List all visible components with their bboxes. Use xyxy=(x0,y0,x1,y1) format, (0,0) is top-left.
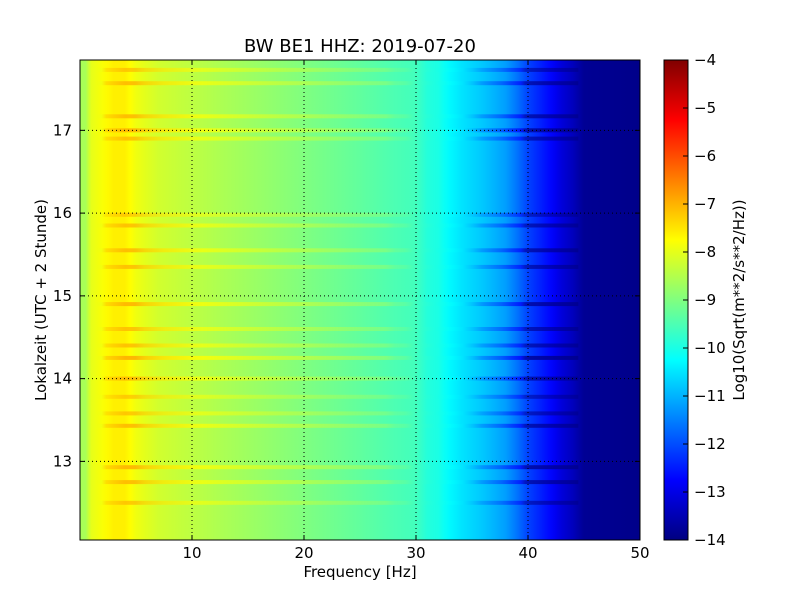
x-tick-label: 40 xyxy=(518,544,537,562)
y-tick-label: 16 xyxy=(53,204,72,222)
colorbar-tick-label: −4 xyxy=(694,51,716,69)
spectrogram-band xyxy=(96,67,579,72)
spectrogram-band xyxy=(96,114,579,119)
y-axis: 13 14 15 16 17 xyxy=(53,121,640,470)
x-tick-label: 20 xyxy=(294,544,313,562)
plot-frame xyxy=(79,59,641,541)
y-tick-label: 13 xyxy=(53,452,72,470)
spectrogram-band xyxy=(96,394,579,399)
spectrogram-band xyxy=(96,500,579,505)
spectrogram-band xyxy=(96,302,579,307)
colorbar-label: Log10(Sqrt(m**2/s**2/Hz)) xyxy=(730,199,748,400)
y-axis-label: Lokalzeit (UTC + 2 Stunde) xyxy=(32,199,50,401)
colorbar-tick-label: −11 xyxy=(694,387,726,405)
spectrogram-band xyxy=(96,480,579,485)
spectrogram-band xyxy=(96,343,579,348)
x-axis: 10 20 30 40 50 xyxy=(182,60,650,562)
spectrogram-heatmap xyxy=(80,60,640,540)
colorbar-axis: −4 −5 −6 −7 −8 −9 −10 −11 −12 −13 −14 xyxy=(683,51,726,549)
colorbar-tick-label: −6 xyxy=(694,147,716,165)
spectrogram-band xyxy=(96,128,579,133)
spectrogram-band xyxy=(96,355,579,360)
y-tick-label: 17 xyxy=(53,121,72,139)
chart-title: BW BE1 HHZ: 2019-07-20 xyxy=(244,36,476,57)
spectrogram-band xyxy=(96,248,579,253)
colorbar-tick-label: −7 xyxy=(694,195,716,213)
spectrogram-band xyxy=(96,212,579,217)
x-tick-label: 30 xyxy=(406,544,425,562)
spectrogram-band xyxy=(96,81,579,86)
x-tick-label: 10 xyxy=(182,544,201,562)
spectrogram-band xyxy=(96,465,579,470)
colorbar-tick-label: −9 xyxy=(694,291,716,309)
colorbar-tick-label: −5 xyxy=(694,99,716,117)
colorbar-tick-label: −12 xyxy=(694,435,726,453)
grid-lines xyxy=(80,60,640,540)
spectrogram-band xyxy=(96,411,579,416)
y-tick-label: 14 xyxy=(53,370,72,388)
spectrogram-band xyxy=(96,376,579,381)
spectrogram-band xyxy=(96,327,579,331)
y-tick-label: 15 xyxy=(53,287,72,305)
colorbar-tick-label: −13 xyxy=(694,483,726,501)
spectrogram-band xyxy=(96,264,579,269)
colorbar-tick-label: −14 xyxy=(694,531,726,549)
x-tick-label: 50 xyxy=(630,544,649,562)
colorbar-tick-label: −8 xyxy=(694,243,716,261)
spectrogram-band xyxy=(96,423,579,428)
x-axis-label: Frequency [Hz] xyxy=(303,563,416,581)
spectrogram-band xyxy=(96,223,579,228)
spectrogram-band xyxy=(96,136,579,141)
colorbar-tick-label: −10 xyxy=(694,339,726,357)
